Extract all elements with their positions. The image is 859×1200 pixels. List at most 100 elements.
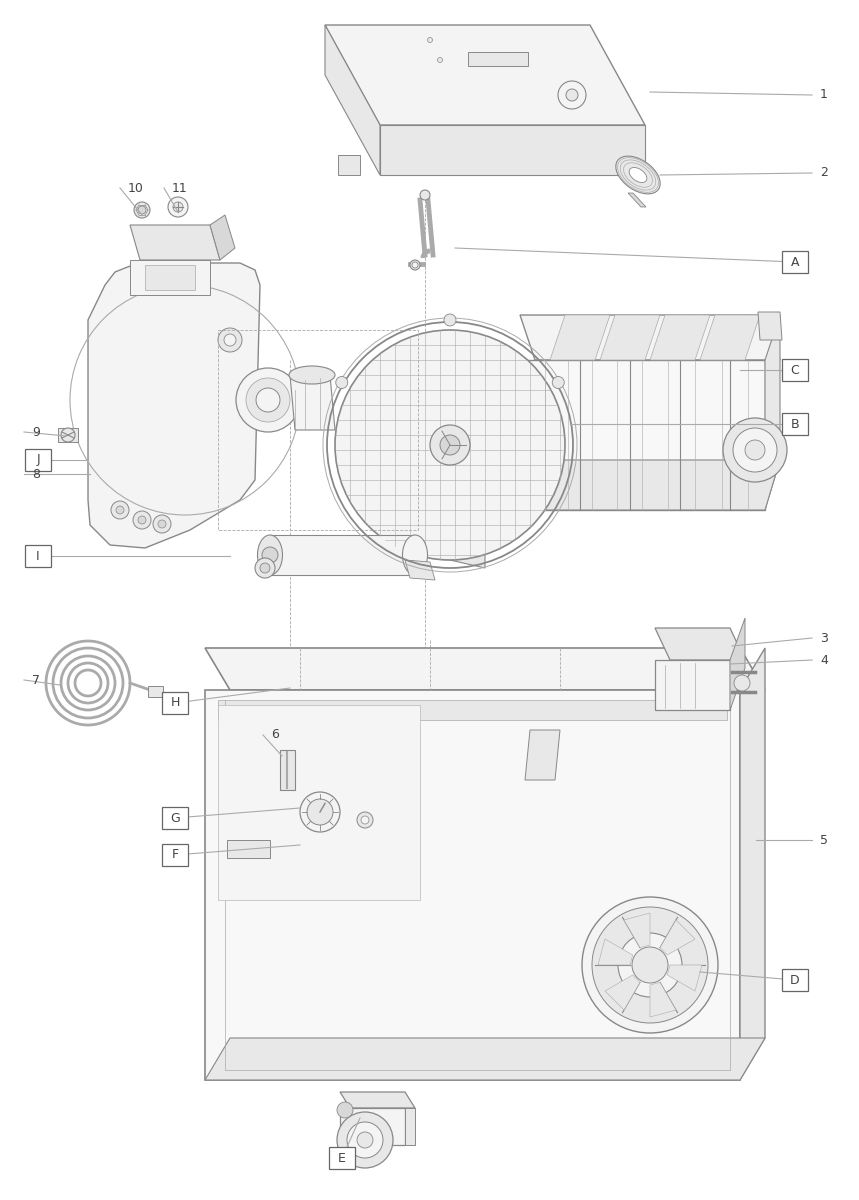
Circle shape <box>336 377 348 389</box>
Circle shape <box>173 202 183 212</box>
FancyBboxPatch shape <box>162 844 188 866</box>
Circle shape <box>357 812 373 828</box>
Circle shape <box>255 558 275 578</box>
Polygon shape <box>325 25 380 175</box>
Polygon shape <box>758 312 782 340</box>
Polygon shape <box>450 330 485 568</box>
Polygon shape <box>730 618 745 710</box>
Polygon shape <box>655 628 745 660</box>
Circle shape <box>552 377 564 389</box>
Polygon shape <box>145 265 195 290</box>
Circle shape <box>592 907 708 1022</box>
Text: D: D <box>790 973 800 986</box>
Circle shape <box>437 58 442 62</box>
Ellipse shape <box>616 156 661 194</box>
Bar <box>218 330 418 530</box>
FancyBboxPatch shape <box>25 545 51 566</box>
FancyBboxPatch shape <box>329 1147 355 1169</box>
Polygon shape <box>148 686 163 697</box>
Text: I: I <box>36 550 40 563</box>
Polygon shape <box>650 983 676 1018</box>
Bar <box>468 52 528 66</box>
FancyBboxPatch shape <box>782 359 808 382</box>
Circle shape <box>111 502 129 518</box>
Polygon shape <box>520 360 765 510</box>
Polygon shape <box>290 374 335 430</box>
Polygon shape <box>380 125 645 175</box>
Circle shape <box>256 388 280 412</box>
Text: 7: 7 <box>32 673 40 686</box>
Text: C: C <box>790 364 800 377</box>
Circle shape <box>558 80 586 109</box>
Polygon shape <box>130 226 220 260</box>
FancyBboxPatch shape <box>782 413 808 434</box>
Polygon shape <box>205 690 740 1080</box>
Polygon shape <box>405 1108 415 1145</box>
Polygon shape <box>520 314 780 360</box>
Circle shape <box>337 1112 393 1168</box>
Polygon shape <box>600 314 660 360</box>
Circle shape <box>430 425 470 464</box>
Circle shape <box>260 563 270 572</box>
Ellipse shape <box>403 535 428 575</box>
Polygon shape <box>130 260 210 295</box>
Circle shape <box>236 368 300 432</box>
Polygon shape <box>700 314 760 360</box>
Text: 4: 4 <box>820 654 828 666</box>
Polygon shape <box>88 263 260 548</box>
Text: 3: 3 <box>820 631 828 644</box>
Circle shape <box>347 1122 383 1158</box>
Polygon shape <box>218 700 727 720</box>
Ellipse shape <box>289 366 335 384</box>
Polygon shape <box>405 560 435 580</box>
Circle shape <box>337 1102 353 1118</box>
Polygon shape <box>667 965 702 991</box>
Polygon shape <box>655 660 730 710</box>
Text: E: E <box>338 1152 346 1164</box>
Circle shape <box>158 520 166 528</box>
Circle shape <box>410 260 420 270</box>
Circle shape <box>218 328 242 352</box>
Circle shape <box>723 418 787 482</box>
Polygon shape <box>605 974 640 1010</box>
Ellipse shape <box>258 535 283 575</box>
Circle shape <box>566 89 578 101</box>
Circle shape <box>734 674 750 691</box>
Polygon shape <box>520 460 780 510</box>
Circle shape <box>733 428 777 472</box>
Circle shape <box>618 934 682 997</box>
Polygon shape <box>338 155 360 175</box>
Circle shape <box>428 37 432 42</box>
Circle shape <box>582 898 718 1033</box>
Polygon shape <box>325 25 645 125</box>
Circle shape <box>361 816 369 824</box>
Polygon shape <box>660 920 695 955</box>
Text: G: G <box>170 811 180 824</box>
FancyBboxPatch shape <box>25 449 51 470</box>
Polygon shape <box>210 215 235 260</box>
Text: A: A <box>791 256 799 269</box>
Text: H: H <box>170 696 180 709</box>
Text: B: B <box>790 418 800 431</box>
Circle shape <box>138 206 146 214</box>
Circle shape <box>444 314 456 326</box>
Circle shape <box>745 440 765 460</box>
Ellipse shape <box>629 168 647 182</box>
Circle shape <box>412 262 418 268</box>
Circle shape <box>61 428 75 442</box>
Polygon shape <box>58 428 78 442</box>
Circle shape <box>224 334 236 346</box>
Text: 11: 11 <box>172 181 188 194</box>
Polygon shape <box>598 938 633 965</box>
Text: J: J <box>36 454 40 467</box>
Polygon shape <box>340 1092 415 1108</box>
Text: 8: 8 <box>32 468 40 480</box>
Text: 9: 9 <box>32 426 40 438</box>
Circle shape <box>307 799 333 826</box>
Circle shape <box>300 792 340 832</box>
Polygon shape <box>628 193 646 206</box>
Polygon shape <box>550 314 610 360</box>
Circle shape <box>420 190 430 200</box>
Polygon shape <box>525 730 560 780</box>
FancyBboxPatch shape <box>162 806 188 829</box>
